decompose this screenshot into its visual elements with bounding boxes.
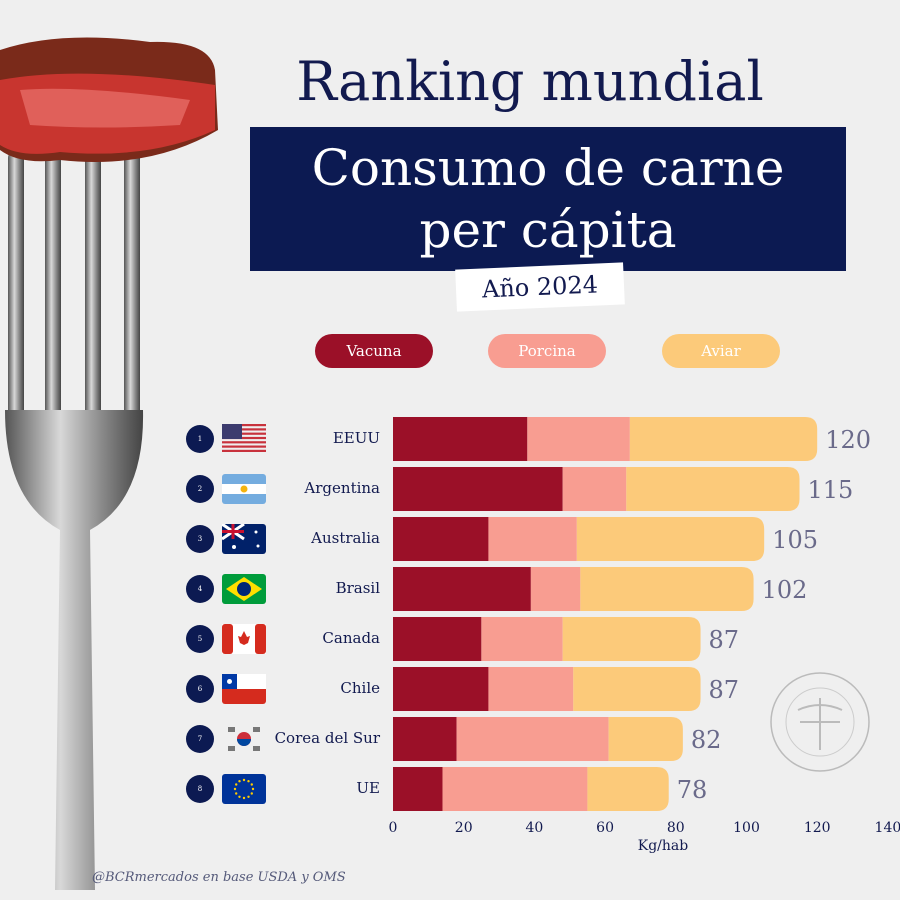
bar-aviar	[580, 567, 754, 611]
bar-aviar	[573, 667, 701, 711]
rank-badge: 1	[186, 425, 214, 453]
bar-porcina	[562, 467, 627, 511]
country-label: Corea del Sur	[274, 729, 380, 747]
eu-flag-icon	[222, 774, 266, 808]
country-label: Argentina	[304, 479, 380, 497]
bar-porcina	[488, 517, 577, 561]
bar-vacuna	[393, 617, 482, 661]
brazil-flag-icon	[222, 574, 266, 608]
south-korea-flag-icon	[222, 724, 266, 758]
country-label: EEUU	[332, 429, 380, 447]
fork-icon	[5, 150, 144, 890]
total-label: 120	[825, 426, 871, 454]
country-label: Chile	[340, 679, 380, 697]
bar-aviar	[608, 717, 683, 761]
country-label: UE	[356, 779, 380, 797]
x-tick-label: 100	[733, 820, 760, 836]
us-flag-icon	[222, 424, 266, 458]
bar-vacuna	[393, 517, 489, 561]
source-footer: @BCRmercados en base USDA y OMS	[92, 870, 346, 885]
total-label: 82	[691, 726, 722, 754]
subtitle-line2: per cápita	[419, 201, 677, 259]
total-label: 78	[677, 776, 708, 804]
country-label: Brasil	[335, 579, 380, 597]
rank-badge: 7	[186, 725, 214, 753]
bar-vacuna	[393, 717, 457, 761]
steak-on-fork-illustration	[0, 37, 218, 890]
total-label: 87	[709, 676, 740, 704]
x-axis-label: Kg/hab	[638, 838, 689, 854]
steak-icon	[0, 37, 218, 162]
bar-vacuna	[393, 567, 531, 611]
rank-badge: 4	[186, 575, 214, 603]
rank-badge: 3	[186, 525, 214, 553]
country-label: Australia	[311, 529, 380, 547]
x-tick-label: 60	[596, 820, 614, 836]
page-title: Ranking mundial	[296, 50, 764, 113]
bar-aviar	[562, 617, 701, 661]
bar-porcina	[488, 667, 574, 711]
bar-vacuna	[393, 767, 443, 811]
legend-aviar: Aviar	[662, 334, 780, 368]
x-tick-label: 20	[455, 820, 473, 836]
subtitle-box: Consumo de carne per cápita	[250, 127, 846, 271]
total-label: 87	[709, 626, 740, 654]
x-tick-label: 120	[804, 820, 831, 836]
bar-vacuna	[393, 667, 489, 711]
australia-flag-icon	[221, 522, 266, 558]
bar-porcina	[456, 717, 609, 761]
argentina-flag-icon	[222, 474, 266, 508]
rank-badge: 6	[186, 675, 214, 703]
x-tick-label: 0	[389, 820, 398, 836]
total-label: 105	[772, 526, 818, 554]
legend-vacuna: Vacuna	[315, 334, 433, 368]
rank-badge: 2	[186, 475, 214, 503]
bar-aviar	[576, 517, 765, 561]
bar-aviar	[629, 417, 818, 461]
legend-porcina: Porcina	[488, 334, 606, 368]
bar-porcina	[530, 567, 581, 611]
x-tick-label: 40	[525, 820, 543, 836]
chile-flag-icon	[222, 674, 266, 708]
country-label: Canada	[322, 629, 380, 647]
bar-vacuna	[393, 467, 563, 511]
bar-vacuna	[393, 417, 528, 461]
rank-badge: 8	[186, 775, 214, 803]
subtitle-line1: Consumo de carne	[311, 139, 785, 197]
bar-aviar	[587, 767, 669, 811]
x-tick-label: 80	[667, 820, 685, 836]
x-tick-label: 140	[875, 820, 900, 836]
total-label: 115	[808, 476, 854, 504]
bar-porcina	[481, 617, 563, 661]
bcr-seal-logo	[770, 672, 870, 772]
bar-porcina	[527, 417, 630, 461]
rank-badge: 5	[186, 625, 214, 653]
bar-aviar	[626, 467, 800, 511]
bar-porcina	[442, 767, 588, 811]
canada-flag-icon	[222, 624, 266, 658]
total-label: 102	[762, 576, 808, 604]
